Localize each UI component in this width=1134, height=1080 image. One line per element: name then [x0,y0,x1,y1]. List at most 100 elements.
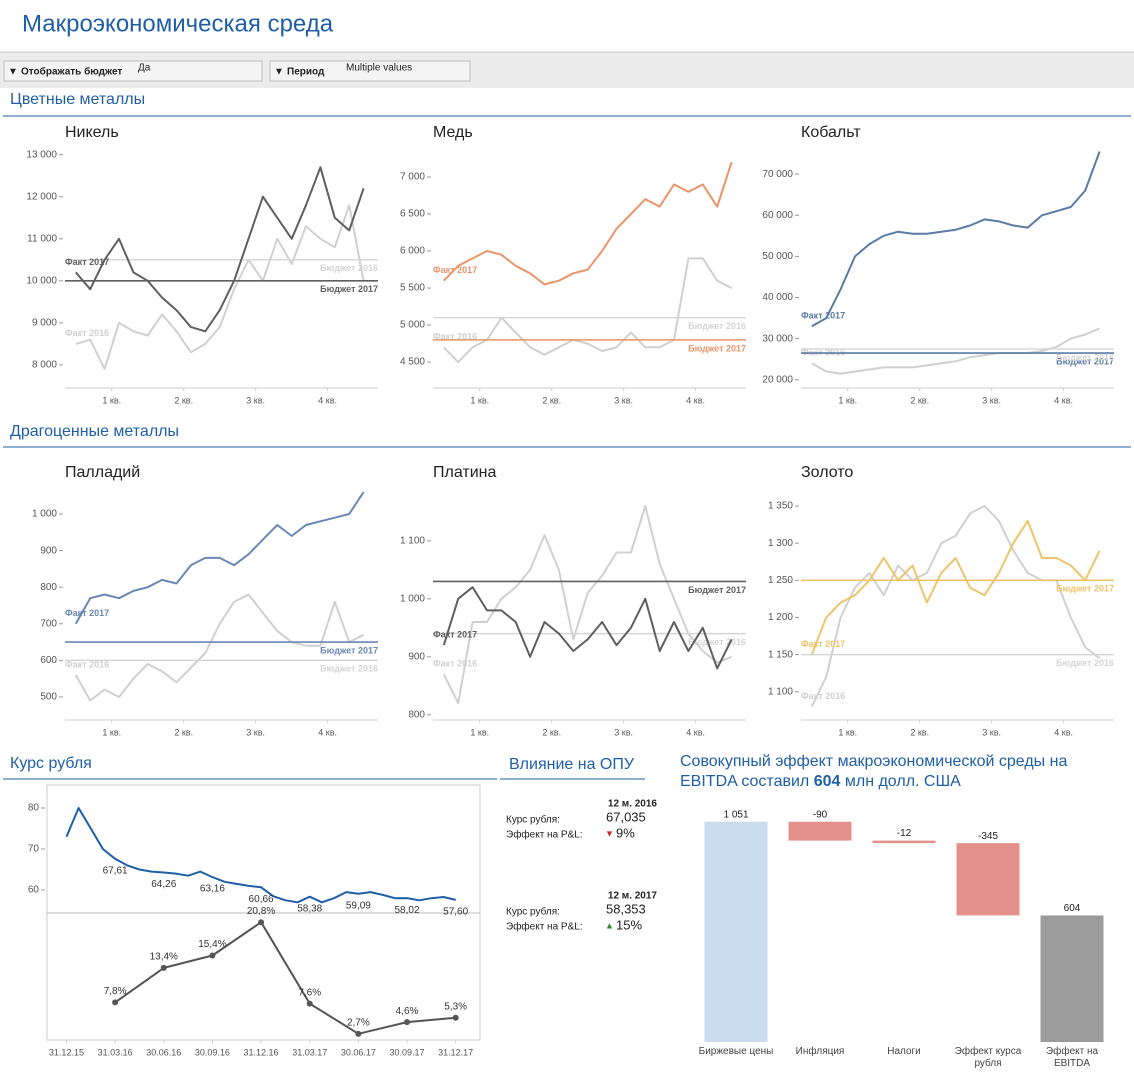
section-title: Драгоценные металлы [10,423,179,440]
data-label: 1 051 [723,809,748,820]
series-line [811,151,1101,328]
reference-label: Бюджет 2016 [1056,658,1114,668]
title-part: Совокупный эффект макроэкономической сре… [680,753,1068,790]
series-label: Факт 2017 [65,608,109,618]
series-label: Факт 2016 [433,659,477,669]
x-tick-label: 1 кв. [838,727,857,737]
x-tick-label: 31.12.16 [244,1047,279,1057]
filter-box[interactable] [3,60,263,82]
point [306,1000,313,1007]
series-line [74,491,365,625]
y-tick-label: 1 250 [768,575,793,586]
x-tick-label: 4 кв. [686,395,705,405]
y-tick-label: 10 000 [26,275,57,286]
data-label: 58,02 [395,905,420,916]
y-tick-label: 60 [28,885,40,896]
impact-arrow: ▼ [605,828,614,838]
filter-box[interactable] [269,60,471,82]
y-tick-label: 1 100 [400,536,425,547]
y-tick-label: 6 500 [400,209,425,220]
reference-label: Бюджет 2016 [320,664,378,674]
chart-title: Курс рубля [10,755,92,772]
impact-label: Эффект на P&L: [506,921,583,933]
y-tick-label: 1 000 [400,593,425,604]
x-tick-label: Биржевые цены [698,1046,774,1057]
y-tick-label: 1 150 [768,649,793,660]
x-tick-label: Эффект курса рубля [954,1046,1022,1069]
point [452,1014,459,1021]
x-tick-label: 3 кв. [246,395,265,405]
data-label: 63,16 [200,884,225,895]
title-part: млн долл. США [840,773,961,790]
reference-label: Бюджет 2016 [1056,352,1114,362]
x-tick-label: 30.09.17 [389,1047,424,1057]
x-tick-label: 3 кв. [614,395,633,405]
x-tick-label: 2 кв. [542,395,561,405]
y-tick-label: 800 [408,709,425,720]
bar [788,821,852,841]
y-tick-label: 8 000 [32,360,57,371]
reference-label: Бюджет 2017 [1056,584,1114,594]
bar [704,821,768,1042]
x-tick-label: 30.06.16 [146,1047,181,1057]
x-tick-label: 30.06.17 [341,1047,376,1057]
filter-arrow: ▼ [8,67,18,78]
x-tick-label: 30.09.16 [195,1047,230,1057]
series-line [442,586,733,670]
chart-title: Золото [801,464,853,481]
y-tick-label: 1 100 [768,686,793,697]
y-tick-label: 40 000 [762,292,793,303]
y-tick-label: 5 500 [400,283,425,294]
series-label: Факт 2017 [433,265,477,275]
x-tick-label: 31.03.16 [98,1047,133,1057]
x-tick-label: 3 кв. [246,727,265,737]
data-label: 7,8% [104,986,127,997]
x-tick-label: Эффект на EBITDA [1045,1046,1099,1069]
y-tick-label: 12 000 [26,191,57,202]
y-tick-label: 70 [28,844,40,855]
data-label: 13,4% [150,952,178,963]
x-tick-label: 1 кв. [470,395,489,405]
series-line [811,327,1100,375]
y-tick-label: 5 000 [400,320,425,331]
series-label: Факт 2017 [433,630,477,640]
data-label: 2,7% [347,1017,370,1028]
bar [872,840,936,844]
page-title: Макроэкономическая среда [22,10,334,37]
data-label: 20,8% [247,906,275,917]
series-line [114,921,456,1035]
x-tick-label: 3 кв. [614,727,633,737]
data-label: 7,6% [298,987,321,998]
impact-title: Влияние на ОПУ [509,756,635,773]
reference-label: Бюджет 2017 [688,343,746,353]
y-tick-label: 900 [408,651,425,662]
x-tick-label: 1 кв. [102,727,121,737]
series-line [810,505,1101,708]
section-title: Цветные металлы [10,91,145,108]
series-line [810,519,1101,655]
y-tick-label: 4 500 [400,357,425,368]
impact-label: Курс рубля: [506,906,560,918]
reference-label: Бюджет 2017 [688,585,746,595]
x-tick-label: 4 кв. [686,727,705,737]
y-tick-label: 7 000 [400,172,425,183]
point [160,964,167,971]
x-tick-label: 1 кв. [102,395,121,405]
chart-title: Совокупный эффект макроэкономической сре… [680,752,1120,792]
series-label: Факт 2016 [801,691,845,701]
point [355,1030,362,1037]
chart-title: Никель [65,124,119,141]
data-label: 60,66 [249,894,274,905]
x-tick-label: 2 кв. [910,727,929,737]
y-tick-label: 9 000 [32,317,57,328]
impact-effect: 9% [616,825,635,840]
series-line [443,257,733,364]
data-label: 4,6% [396,1006,419,1017]
series-label: Факт 2017 [801,311,845,321]
y-tick-label: 80 [28,803,40,814]
x-tick-label: 4 кв. [1054,395,1073,405]
y-tick-label: 500 [40,692,57,703]
series-label: Факт 2017 [801,639,845,649]
